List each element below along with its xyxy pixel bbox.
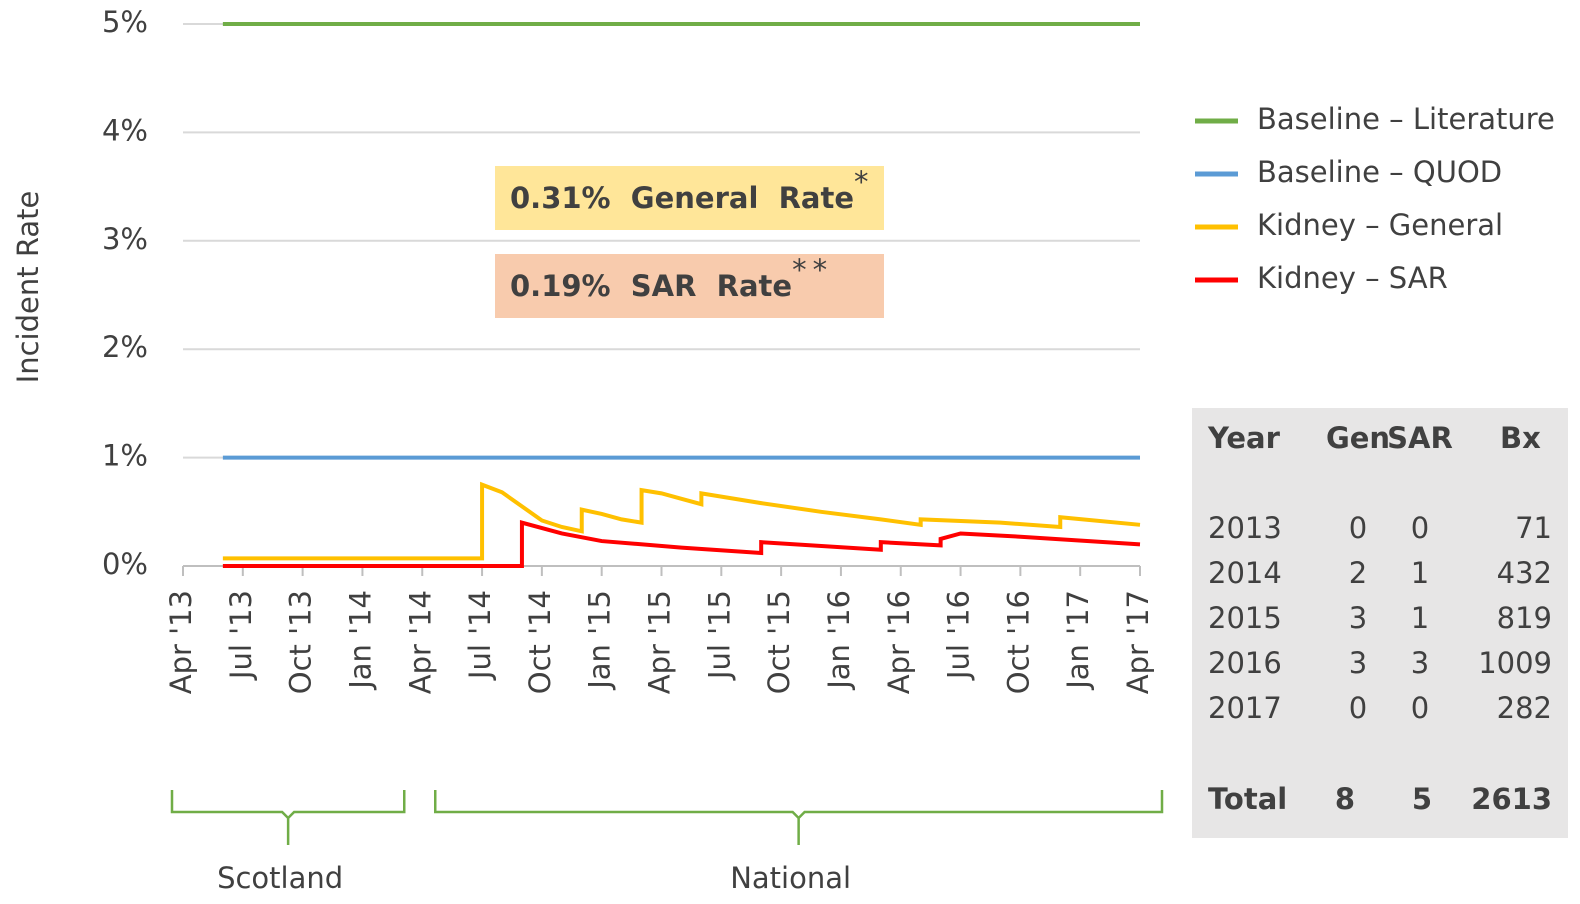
legend-label: Baseline – QUOD [1257, 155, 1502, 189]
legend-label: Kidney – SAR [1257, 261, 1448, 295]
legend-label: Baseline – Literature [1257, 102, 1555, 136]
table-cell: 282 [1497, 691, 1552, 725]
table-cell: 1009 [1478, 646, 1552, 680]
x-tick-label: Jul '16 [942, 590, 976, 681]
table-cell: 0 [1349, 511, 1367, 545]
table-cell: 819 [1497, 601, 1552, 635]
table-background [1192, 408, 1568, 838]
x-tick-label: Jul '14 [463, 590, 497, 681]
annotation-text: 0.19% SAR Rate** [510, 253, 833, 303]
table-cell: 1 [1411, 556, 1429, 590]
x-tick-label: Apr '15 [643, 590, 677, 694]
table-header: Year [1207, 421, 1281, 455]
x-tick-label: Jan '17 [1061, 590, 1095, 691]
annotation-text: 0.31% General Rate* [510, 165, 875, 215]
table-header: Gen [1326, 421, 1390, 455]
table-cell: 2014 [1208, 556, 1282, 590]
annotation-box [495, 254, 884, 318]
series-line [222, 520, 1141, 568]
table-total: 5 [1412, 782, 1432, 816]
x-tick-label: Jan '15 [583, 590, 617, 691]
table-cell: 2015 [1208, 601, 1282, 635]
region-bracket [170, 790, 406, 845]
table-cell: 432 [1497, 556, 1552, 590]
x-tick-label: Apr '13 [164, 590, 198, 694]
region-label: National [730, 861, 851, 895]
y-tick-label: 5% [102, 5, 148, 39]
annotation-main: 0.19% SAR Rate [510, 269, 792, 303]
table-cell: 0 [1349, 691, 1367, 725]
table-cell: 1 [1411, 601, 1429, 635]
table-cell: 0 [1411, 691, 1429, 725]
table-cell: 2013 [1208, 511, 1282, 545]
table-header: Bx [1500, 421, 1541, 455]
annotation-sup: ** [792, 253, 833, 287]
annotation-main: 0.31% General Rate [510, 181, 854, 215]
series-line [222, 481, 1141, 561]
region-bracket [434, 790, 1164, 845]
x-tick-label: Oct '14 [523, 590, 557, 694]
x-tick-label: Apr '14 [403, 590, 437, 694]
x-tick-label: Apr '17 [1121, 590, 1155, 694]
y-tick-label: 4% [102, 113, 148, 147]
table-total: Total [1208, 782, 1287, 816]
y-axis-label: Incident Rate [11, 191, 45, 384]
legend-label: Kidney – General [1257, 208, 1503, 242]
table-cell: 3 [1349, 646, 1367, 680]
y-tick-label: 2% [102, 330, 148, 364]
x-tick-label: Jul '15 [702, 590, 736, 681]
annotation-box [495, 166, 884, 230]
x-tick-label: Jan '16 [822, 590, 856, 691]
table-total: 2613 [1471, 782, 1552, 816]
table-header: SAR [1387, 421, 1453, 455]
region-label: Scotland [217, 861, 343, 895]
annotation-sup: * [854, 165, 875, 199]
table-cell: 0 [1411, 511, 1429, 545]
table-cell: 71 [1515, 511, 1552, 545]
x-tick-label: Oct '13 [284, 590, 318, 694]
x-tick-label: Jan '14 [343, 590, 377, 691]
x-tick-label: Apr '16 [882, 590, 916, 694]
x-tick-label: Jul '13 [224, 590, 258, 681]
x-tick-label: Oct '15 [762, 590, 796, 694]
table-total: 8 [1335, 782, 1355, 816]
table-cell: 2016 [1208, 646, 1282, 680]
y-tick-label: 0% [102, 547, 148, 581]
table-cell: 2 [1349, 556, 1367, 590]
y-tick-label: 3% [102, 222, 148, 256]
table-cell: 3 [1349, 601, 1367, 635]
table-cell: 3 [1411, 646, 1429, 680]
x-tick-label: Oct '16 [1001, 590, 1035, 694]
y-tick-label: 1% [102, 439, 148, 473]
table-cell: 2017 [1208, 691, 1282, 725]
